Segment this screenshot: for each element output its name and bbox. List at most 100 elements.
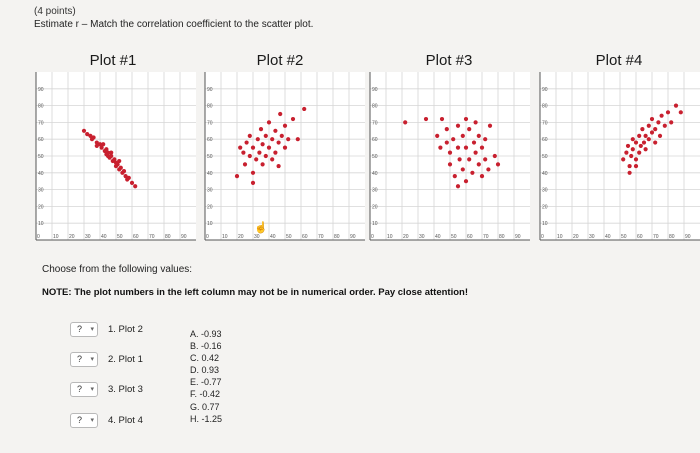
data-point (451, 137, 456, 142)
data-point (444, 127, 449, 132)
data-point (659, 113, 664, 118)
data-point (282, 123, 288, 128)
data-point (94, 143, 99, 149)
match-select-3[interactable]: ? ▾ (70, 381, 98, 397)
data-point (266, 120, 272, 125)
data-point (290, 116, 296, 122)
y-tick-label: 80 (207, 104, 213, 110)
data-point (263, 133, 268, 138)
match-select-2[interactable]: ? ▾ (70, 351, 98, 367)
chevron-down-icon: ▾ (90, 326, 94, 333)
data-point (638, 143, 643, 149)
y-tick-label: 80 (542, 104, 548, 110)
data-point (479, 145, 485, 150)
data-point (460, 167, 465, 172)
y-tick-label: 60 (372, 137, 378, 143)
x-tick-label: 70 (149, 234, 155, 240)
scatter-plot-4: 10 20 30 40 50 60 70 80 90 0 10 20 30 40 50 60 70 80 90 (539, 72, 700, 241)
data-point (260, 162, 265, 167)
y-tick-label: 30 (38, 188, 44, 194)
x-tick-label: 90 (181, 234, 187, 240)
x-tick-label: 10 (222, 234, 228, 240)
x-tick-label: 0 (37, 234, 40, 240)
option-c: C. 0.42 (190, 353, 220, 364)
data-point (117, 158, 122, 164)
x-tick-label: 50 (451, 234, 457, 240)
y-tick-label: 70 (372, 120, 378, 126)
data-point (242, 162, 248, 167)
y-tick-label: 50 (542, 154, 548, 160)
x-tick-label: 60 (467, 234, 473, 240)
match-select-4[interactable]: ? ▾ (70, 412, 98, 428)
data-point (121, 169, 127, 174)
data-point (278, 111, 283, 117)
x-tick-label: 50 (286, 234, 292, 240)
data-point (486, 167, 491, 172)
x-tick-label: 50 (621, 234, 627, 240)
data-point (633, 157, 639, 162)
data-point (112, 157, 117, 162)
data-point (624, 150, 629, 155)
data-point (657, 133, 663, 138)
data-point (637, 133, 642, 138)
y-tick-label: 20 (38, 204, 44, 210)
x-tick-label: 40 (101, 234, 107, 240)
scatter-plot-1: 10 20 30 40 50 60 70 80 90 0 10 20 30 40 50 60 70 80 90 (35, 72, 196, 241)
data-point (266, 145, 272, 150)
x-tick-label: 90 (685, 234, 691, 240)
data-point (258, 127, 264, 132)
x-tick-label: 0 (206, 234, 209, 240)
y-tick-label: 90 (207, 87, 213, 93)
data-point (653, 127, 658, 132)
data-point (495, 162, 501, 167)
data-point (276, 163, 281, 169)
option-g: G. 0.77 (190, 401, 220, 412)
x-tick-label: 0 (371, 234, 374, 240)
choose-instruction: Choose from the following values: (42, 264, 193, 275)
match-row-2: ? ▾ 2. Plot 1 (70, 350, 143, 368)
data-point (492, 153, 497, 159)
data-point (435, 133, 440, 138)
hand-cursor-icon: ☝ (254, 222, 268, 234)
x-tick-label: 60 (637, 234, 643, 240)
data-point (263, 153, 268, 159)
option-a: A. -0.93 (190, 329, 222, 339)
y-tick-label: 10 (207, 221, 213, 227)
option-h: H. -1.25 (190, 413, 223, 424)
data-point (471, 140, 477, 145)
plot-4-title: Plot #4 (595, 52, 643, 69)
match-label-2: 2. Plot 1 (108, 353, 143, 365)
data-point (665, 110, 671, 115)
y-tick-label: 20 (372, 204, 378, 210)
data-point (627, 170, 632, 175)
y-tick-label: 40 (542, 171, 548, 177)
match-select-1[interactable]: ? ▾ (70, 321, 98, 337)
y-tick-label: 60 (207, 137, 213, 143)
y-tick-label: 20 (207, 204, 213, 210)
data-point (633, 140, 639, 145)
data-point (279, 133, 284, 138)
x-tick-label: 20 (403, 234, 409, 240)
data-point (238, 145, 243, 150)
data-point (273, 150, 278, 155)
data-point (656, 120, 661, 125)
data-point (244, 140, 249, 145)
data-point (640, 127, 645, 132)
data-point (104, 152, 109, 157)
data-point (641, 140, 647, 145)
x-tick-label: 40 (605, 234, 611, 240)
y-tick-label: 60 (542, 137, 548, 143)
x-tick-label: 30 (85, 234, 91, 240)
x-tick-label: 30 (254, 234, 260, 240)
x-tick-label: 80 (165, 234, 171, 240)
x-tick-label: 30 (589, 234, 595, 240)
data-point (115, 162, 120, 167)
data-point (479, 174, 485, 179)
x-tick-label: 80 (499, 234, 505, 240)
data-point (630, 137, 635, 142)
y-tick-label: 10 (542, 221, 548, 227)
y-tick-label: 90 (372, 87, 378, 93)
option-list: A. -0.93 B. -0.16 C. 0.42 D. 0.93 E. -0.… (190, 328, 222, 425)
data-point (255, 137, 260, 142)
match-row-4: ? ▾ 4. Plot 4 (70, 411, 143, 429)
